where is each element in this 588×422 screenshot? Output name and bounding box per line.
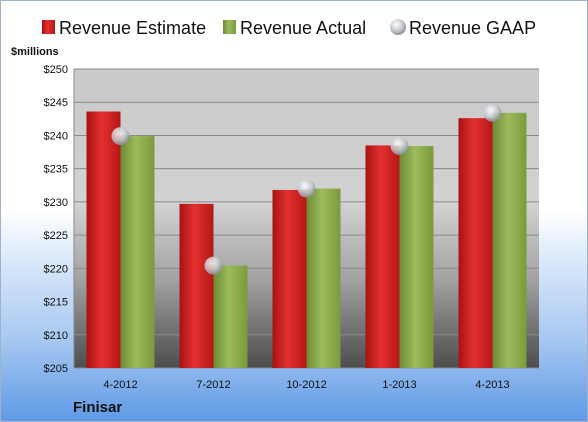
y-tick-label: $250: [44, 64, 68, 76]
bar-revenue-actual: [120, 136, 155, 368]
y-tick-label: $245: [44, 97, 68, 109]
legend-swatch: [390, 19, 406, 35]
y-unit-label: $millions: [11, 46, 59, 58]
marker-revenue-gaap: [204, 256, 223, 275]
x-tick-label: 4-2013: [475, 379, 509, 391]
legend-swatch: [223, 20, 236, 34]
y-tick-label: $210: [44, 330, 68, 342]
bar-revenue-estimate: [272, 189, 307, 368]
bar-revenue-actual: [399, 146, 434, 368]
marker-revenue-gaap: [111, 127, 130, 146]
x-tick-label: 4-2012: [103, 379, 137, 391]
bar-revenue-estimate: [365, 145, 400, 368]
bar-revenue-actual: [492, 112, 527, 368]
x-tick-label: 10-2012: [286, 379, 326, 391]
marker-revenue-gaap: [483, 103, 502, 122]
y-tick-label: $205: [44, 363, 68, 375]
bar-revenue-estimate: [86, 111, 121, 368]
legend-label: Revenue Estimate: [59, 18, 206, 38]
bar-revenue-actual: [213, 265, 248, 368]
company-name: Finisar: [73, 399, 123, 416]
bar-revenue-actual: [306, 188, 341, 368]
bar-revenue-estimate: [179, 203, 214, 368]
legend-label: Revenue Actual: [240, 18, 366, 38]
y-tick-label: $220: [44, 263, 68, 275]
marker-revenue-gaap: [390, 137, 409, 156]
x-tick-label: 1-2013: [382, 379, 416, 391]
legend-label: Revenue GAAP: [409, 18, 536, 38]
legend-swatch: [42, 20, 55, 34]
marker-revenue-gaap: [297, 179, 316, 198]
x-tick-label: 7-2012: [196, 379, 230, 391]
y-tick-label: $225: [44, 230, 68, 242]
bar-revenue-estimate: [458, 118, 493, 369]
y-tick-label: $230: [44, 197, 68, 209]
y-tick-label: $215: [44, 297, 68, 309]
y-tick-label: $235: [44, 164, 68, 176]
y-tick-label: $240: [44, 130, 68, 142]
